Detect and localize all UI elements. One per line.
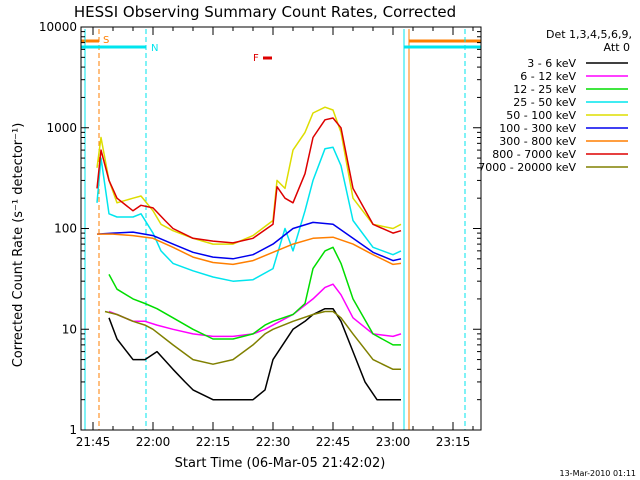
legend-label: 800 - 7000 keV (492, 148, 576, 161)
series-line-4 (96, 106, 402, 245)
flare-flag-label: F (253, 53, 259, 64)
plot-frame (80, 26, 482, 431)
x-tick-label: 23:15 (436, 435, 471, 449)
y-tick-label: 100 (54, 222, 77, 236)
series-line-8 (104, 310, 401, 371)
x-tick-label: 21:45 (76, 435, 111, 449)
y-tick-label: 10000 (39, 20, 77, 34)
x-tick-label: 23:00 (376, 435, 411, 449)
saa-flag-label: S (103, 35, 109, 46)
chart-title: HESSI Observing Summary Count Rates, Cor… (74, 3, 456, 21)
legend-label: 50 - 100 keV (506, 109, 576, 122)
series-line-5 (96, 221, 402, 262)
y-tick-label: 1 (69, 423, 77, 437)
y-tick-label: 1000 (46, 121, 77, 135)
series-line-2 (108, 246, 401, 346)
y-axis-label: Corrected Count Rate (s⁻¹ detector⁻¹) (11, 123, 26, 368)
footer-date: 13-Mar-2010 01:11 (560, 469, 637, 478)
legend-label: 6 - 12 keV (520, 70, 576, 83)
y-tick-label: 10 (62, 322, 77, 336)
series-layer (96, 106, 402, 401)
x-axis: 21:45 22:00 22:15 22:30 22:45 23:00 23:15 (76, 27, 474, 449)
night-flag-label: N (151, 43, 158, 54)
series-line-0 (108, 307, 401, 401)
x-tick-label: 22:00 (136, 435, 171, 449)
legend-label: 25 - 50 keV (513, 96, 576, 109)
legend-header-line-2: Att 0 (604, 41, 630, 54)
legend-label: 300 - 800 keV (499, 135, 576, 148)
x-tick-label: 22:15 (196, 435, 231, 449)
annotation-layer: S N F (81, 29, 481, 430)
legend-label: 3 - 6 keV (527, 57, 576, 70)
legend-header-line-1: Det 1,3,4,5,6,9, (546, 28, 632, 41)
legend-label: 12 - 25 keV (513, 83, 576, 96)
series-line-1 (108, 283, 402, 338)
x-tick-label: 22:45 (316, 435, 351, 449)
y-axis: 1 10 100 1000 10000 (39, 20, 481, 437)
series-line-7 (96, 117, 402, 244)
x-axis-label: Start Time (06-Mar-05 21:42:02) (175, 456, 386, 471)
legend-label: 100 - 300 keV (499, 122, 576, 135)
x-tick-label: 22:30 (256, 435, 291, 449)
series-line-6 (97, 233, 402, 266)
legend-label: 7000 - 20000 keV (478, 161, 576, 174)
series-line-3 (96, 146, 402, 282)
